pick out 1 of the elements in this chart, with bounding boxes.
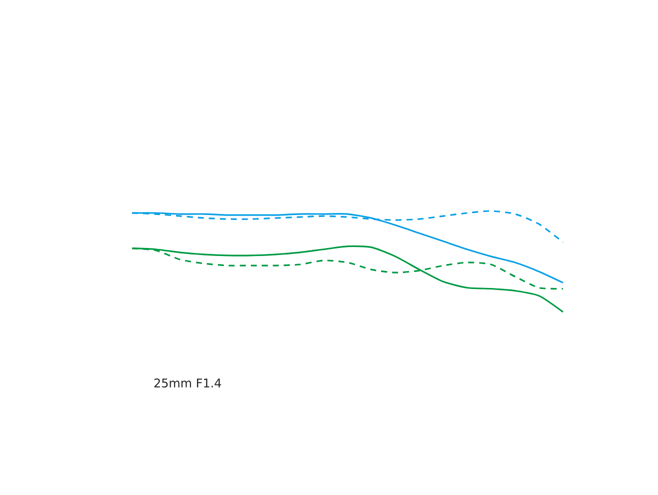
text: 25mm F1.4 <box>154 378 222 388</box>
